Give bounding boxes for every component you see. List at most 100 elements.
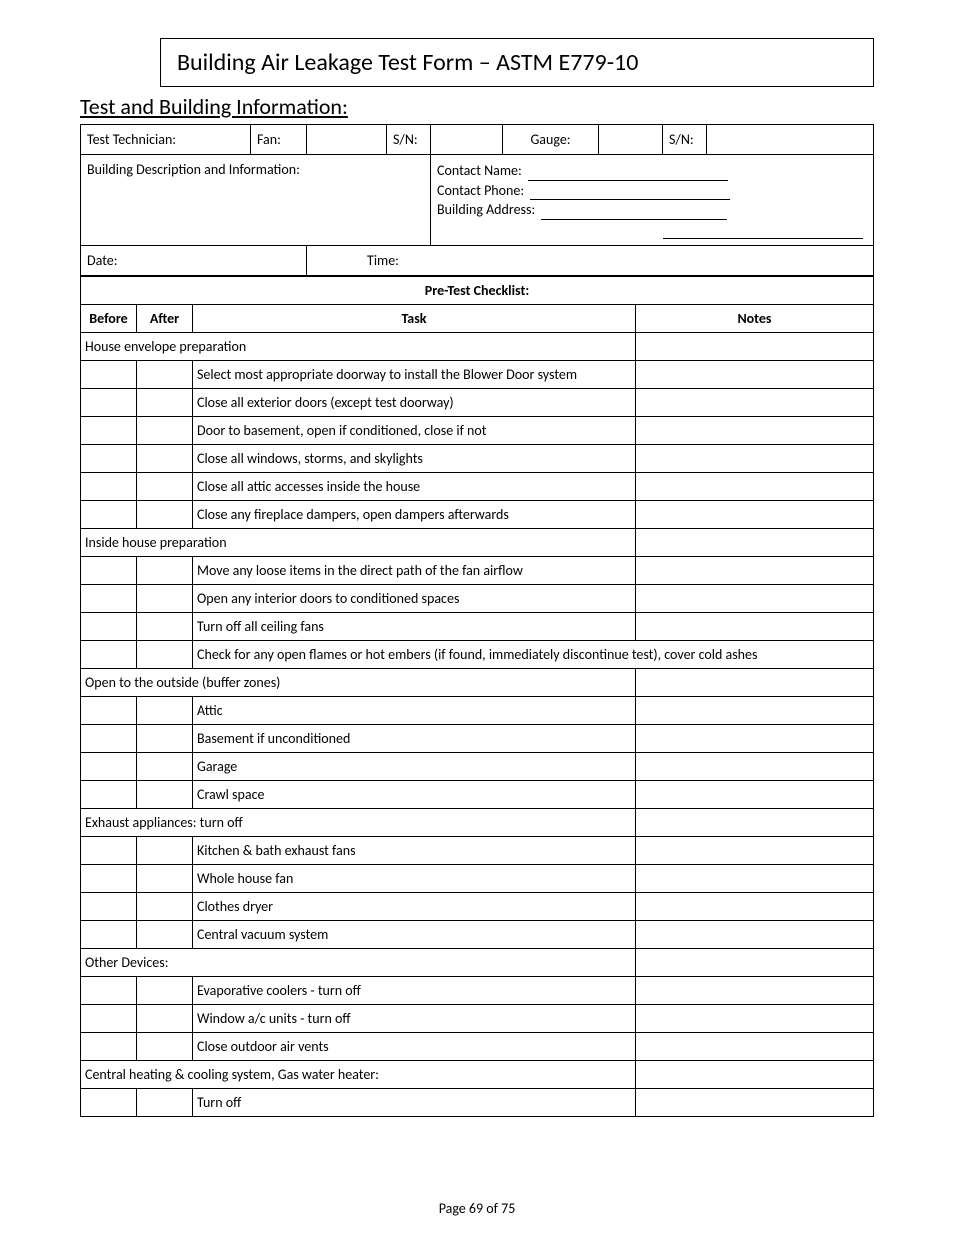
- label-fan: Fan:: [251, 125, 307, 155]
- checklist-notes-cell[interactable]: [635, 585, 873, 613]
- label-building-address: Building Address:: [437, 201, 535, 218]
- checklist-task-cell: Window a/c units - turn off: [193, 1005, 636, 1033]
- field-building-address-1[interactable]: [541, 208, 727, 220]
- checklist-notes-cell[interactable]: [635, 725, 873, 753]
- checklist-after-cell[interactable]: [137, 417, 193, 445]
- checklist-after-cell[interactable]: [137, 1005, 193, 1033]
- checklist-notes-cell[interactable]: [635, 613, 873, 641]
- checklist-notes-cell[interactable]: [635, 1033, 873, 1061]
- checklist-before-cell[interactable]: [81, 893, 137, 921]
- checklist-notes-cell[interactable]: [635, 417, 873, 445]
- checklist-after-cell[interactable]: [137, 781, 193, 809]
- checklist-notes-cell[interactable]: [635, 697, 873, 725]
- checklist-before-cell[interactable]: [81, 1033, 137, 1061]
- checklist-before-cell[interactable]: [81, 1089, 137, 1117]
- checklist-before-cell[interactable]: [81, 781, 137, 809]
- contact-phone-row: Contact Phone:: [437, 181, 867, 201]
- checklist-section-label: Central heating & cooling system, Gas wa…: [81, 1061, 636, 1089]
- checklist-notes-cell[interactable]: [635, 893, 873, 921]
- checklist-notes-cell[interactable]: [635, 473, 873, 501]
- checklist-before-cell[interactable]: [81, 921, 137, 949]
- checklist-before-cell[interactable]: [81, 417, 137, 445]
- checklist-section-notes[interactable]: [635, 333, 873, 361]
- form-page: Building Air Leakage Test Form – ASTM E7…: [0, 0, 954, 1235]
- checklist-after-cell[interactable]: [137, 977, 193, 1005]
- field-sn2-value[interactable]: [707, 125, 874, 155]
- checklist-notes-cell[interactable]: [635, 837, 873, 865]
- checklist-before-cell[interactable]: [81, 753, 137, 781]
- field-contact-name[interactable]: [528, 169, 728, 181]
- checklist-before-cell[interactable]: [81, 865, 137, 893]
- checklist-before-cell[interactable]: [81, 837, 137, 865]
- checklist-task-cell: Whole house fan: [193, 865, 636, 893]
- field-sn1-value[interactable]: [431, 125, 503, 155]
- checklist-task-cell: Close all windows, storms, and skylights: [193, 445, 636, 473]
- field-gauge-value[interactable]: [599, 125, 663, 155]
- col-header-task: Task: [193, 305, 636, 333]
- label-building-desc: Building Description and Information:: [81, 155, 431, 246]
- checklist-notes-cell[interactable]: [635, 389, 873, 417]
- checklist-before-cell[interactable]: [81, 501, 137, 529]
- checklist-after-cell[interactable]: [137, 641, 193, 669]
- checklist-after-cell[interactable]: [137, 1089, 193, 1117]
- checklist-notes-cell[interactable]: [635, 501, 873, 529]
- checklist-after-cell[interactable]: [137, 361, 193, 389]
- checklist-notes-cell[interactable]: [635, 445, 873, 473]
- checklist-before-cell[interactable]: [81, 977, 137, 1005]
- checklist-notes-cell[interactable]: [635, 1005, 873, 1033]
- checklist-before-cell[interactable]: [81, 697, 137, 725]
- label-contact-phone: Contact Phone:: [437, 182, 524, 199]
- checklist-after-cell[interactable]: [137, 501, 193, 529]
- checklist-after-cell[interactable]: [137, 725, 193, 753]
- checklist-after-cell[interactable]: [137, 473, 193, 501]
- contact-block: Contact Name: Contact Phone: Building Ad…: [431, 155, 874, 246]
- checklist-notes-cell[interactable]: [635, 921, 873, 949]
- checklist-after-cell[interactable]: [137, 613, 193, 641]
- checklist-before-cell[interactable]: [81, 557, 137, 585]
- checklist-section-notes[interactable]: [635, 809, 873, 837]
- checklist-task-cell: Clothes dryer: [193, 893, 636, 921]
- checklist-section-notes[interactable]: [635, 669, 873, 697]
- field-contact-phone[interactable]: [530, 188, 730, 200]
- label-date: Date:: [81, 246, 307, 276]
- checklist-before-cell[interactable]: [81, 725, 137, 753]
- checklist-notes-cell[interactable]: [635, 753, 873, 781]
- checklist-after-cell[interactable]: [137, 445, 193, 473]
- building-address-row-2: [437, 220, 867, 240]
- checklist-notes-cell[interactable]: [635, 1089, 873, 1117]
- field-building-address-2[interactable]: [663, 227, 863, 239]
- checklist-section-notes[interactable]: [635, 529, 873, 557]
- checklist-after-cell[interactable]: [137, 865, 193, 893]
- checklist-before-cell[interactable]: [81, 445, 137, 473]
- checklist-task-cell: Central vacuum system: [193, 921, 636, 949]
- checklist-before-cell[interactable]: [81, 473, 137, 501]
- checklist-after-cell[interactable]: [137, 753, 193, 781]
- checklist-section-notes[interactable]: [635, 1061, 873, 1089]
- checklist-notes-cell[interactable]: [635, 361, 873, 389]
- checklist-after-cell[interactable]: [137, 389, 193, 417]
- checklist-notes-cell[interactable]: [635, 781, 873, 809]
- checklist-before-cell[interactable]: [81, 1005, 137, 1033]
- checklist-after-cell[interactable]: [137, 585, 193, 613]
- label-test-technician: Test Technician:: [81, 125, 251, 155]
- checklist-before-cell[interactable]: [81, 361, 137, 389]
- col-header-before: Before: [81, 305, 137, 333]
- checklist-after-cell[interactable]: [137, 557, 193, 585]
- checklist-notes-cell[interactable]: [635, 865, 873, 893]
- checklist-after-cell[interactable]: [137, 837, 193, 865]
- checklist-after-cell[interactable]: [137, 893, 193, 921]
- checklist-notes-cell[interactable]: [635, 557, 873, 585]
- checklist-before-cell[interactable]: [81, 641, 137, 669]
- checklist-task-cell: Basement if unconditioned: [193, 725, 636, 753]
- checklist-after-cell[interactable]: [137, 1033, 193, 1061]
- checklist-notes-cell[interactable]: [635, 977, 873, 1005]
- checklist-table: Pre-Test Checklist: Before After Task No…: [80, 276, 874, 1117]
- field-fan-value[interactable]: [307, 125, 387, 155]
- building-address-row: Building Address:: [437, 200, 867, 220]
- checklist-section-notes[interactable]: [635, 949, 873, 977]
- checklist-after-cell[interactable]: [137, 697, 193, 725]
- checklist-after-cell[interactable]: [137, 921, 193, 949]
- checklist-before-cell[interactable]: [81, 389, 137, 417]
- checklist-before-cell[interactable]: [81, 585, 137, 613]
- checklist-before-cell[interactable]: [81, 613, 137, 641]
